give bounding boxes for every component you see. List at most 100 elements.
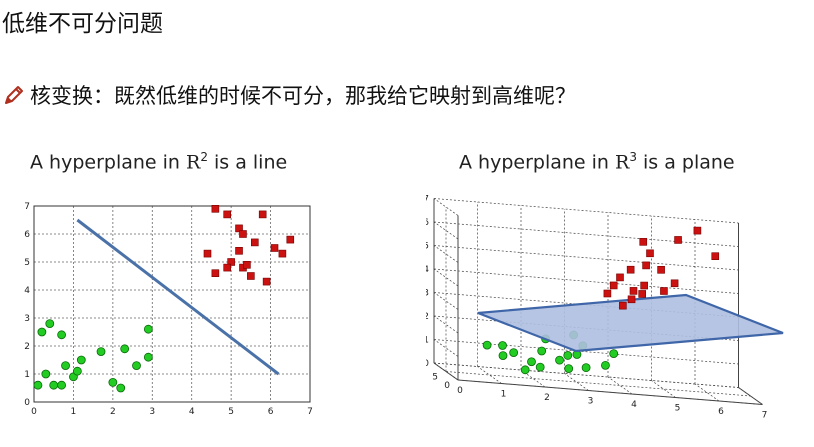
z-tick-label: 0 [426, 359, 429, 369]
y-tick-label: 4 [24, 286, 30, 296]
plot-3d: 01234567012345670510 [426, 195, 784, 421]
green-point [535, 362, 545, 372]
y-tick-label: 0 [444, 381, 450, 391]
separating-line [76, 218, 280, 376]
x-tick-label: 1 [501, 390, 507, 400]
bullet-text: 核变换：既然低维的时候不可分，那我给它映射到高维呢？ [30, 84, 576, 108]
right-title-exp: 3 [629, 150, 637, 164]
y-tick-label: 5 [432, 373, 438, 383]
y-tick-label: 5 [24, 258, 30, 268]
y-tick-label: 3 [24, 314, 30, 324]
y-tick-label: 1 [24, 370, 30, 380]
grid-line [694, 383, 720, 402]
grid-line [433, 221, 459, 240]
red-point [278, 249, 287, 258]
red-point [235, 224, 243, 233]
red-point [239, 230, 247, 238]
red-point [629, 287, 638, 295]
red-point [203, 249, 212, 258]
green-point [482, 340, 492, 350]
green-point [498, 351, 508, 361]
red-point [211, 269, 220, 277]
green-point [509, 348, 519, 358]
red-point [609, 281, 618, 290]
plot-frame [33, 205, 311, 403]
grid-line [433, 315, 459, 334]
z-tick-label: 4 [426, 265, 429, 275]
z-tick-label: 3 [426, 289, 429, 299]
red-point [626, 265, 635, 274]
red-point [674, 236, 682, 244]
grid-line [433, 292, 459, 310]
red-point [616, 273, 624, 282]
bullet-line: 核变换：既然低维的时候不可分，那我给它映射到高维呢？ [2, 80, 576, 110]
left-title-suffix: is a line [207, 151, 288, 174]
z-tick-label: 2 [426, 312, 429, 322]
green-point [563, 351, 573, 360]
green-point [581, 363, 591, 373]
x-tick-label: 3 [588, 397, 594, 407]
pencil-icon [5, 86, 23, 104]
red-point [639, 238, 648, 246]
grid-line [445, 371, 751, 397]
red-point [670, 279, 679, 288]
grid-line [433, 198, 459, 216]
x-tick-label: 4 [631, 400, 637, 410]
red-point [243, 261, 251, 269]
x-tick-label: 0 [31, 407, 37, 417]
x-tick-label: 7 [307, 407, 313, 417]
red-point [657, 266, 665, 274]
left-title-exp: 2 [200, 150, 208, 164]
grid-line [651, 380, 676, 398]
red-point [603, 289, 612, 298]
axis-x [457, 379, 763, 405]
red-point [211, 205, 220, 213]
green-point [33, 380, 43, 390]
red-point [223, 263, 231, 272]
green-point [45, 319, 55, 329]
green-point [143, 324, 153, 334]
frame-edge [738, 387, 763, 405]
green-point [498, 341, 507, 350]
y-tick-label: 6 [24, 230, 30, 240]
left-title-prefix: A hyperplane in [30, 151, 186, 174]
green-point [143, 352, 153, 362]
grid-line [433, 362, 739, 388]
red-point [227, 258, 235, 266]
grid-line [433, 245, 739, 271]
red-point [270, 244, 279, 252]
x-tick-label: 1 [71, 407, 77, 417]
z-tick-label: 5 [426, 242, 429, 252]
red-point [619, 301, 627, 310]
green-point [601, 360, 610, 370]
left-title-space: R [186, 151, 201, 174]
green-point [116, 383, 126, 393]
x-tick-label: 6 [718, 407, 724, 417]
x-tick-label: 6 [268, 407, 274, 417]
axis-y [433, 362, 459, 381]
green-point [96, 347, 106, 357]
right-title-space: R [615, 151, 630, 174]
left-figure-title: A hyperplane in R2 is a line [30, 150, 287, 173]
green-point [120, 344, 130, 354]
green-point [49, 380, 59, 390]
y-tick-label: 2 [24, 342, 30, 352]
green-point [57, 380, 66, 390]
red-point [711, 252, 720, 260]
red-point [627, 295, 636, 304]
red-point [258, 210, 267, 219]
z-tick-label: 6 [426, 218, 429, 228]
red-point [286, 235, 295, 244]
green-point [37, 327, 47, 337]
red-point [640, 281, 648, 290]
x-tick-label: 5 [228, 407, 234, 417]
red-point [223, 210, 231, 219]
green-point [527, 357, 536, 367]
z-tick-label: 1 [426, 336, 429, 346]
green-point [537, 346, 547, 356]
grid-line [433, 339, 739, 365]
red-point [660, 287, 668, 295]
grid-line [607, 376, 633, 395]
x-tick-label: 0 [457, 386, 463, 396]
grid-line [433, 221, 739, 247]
